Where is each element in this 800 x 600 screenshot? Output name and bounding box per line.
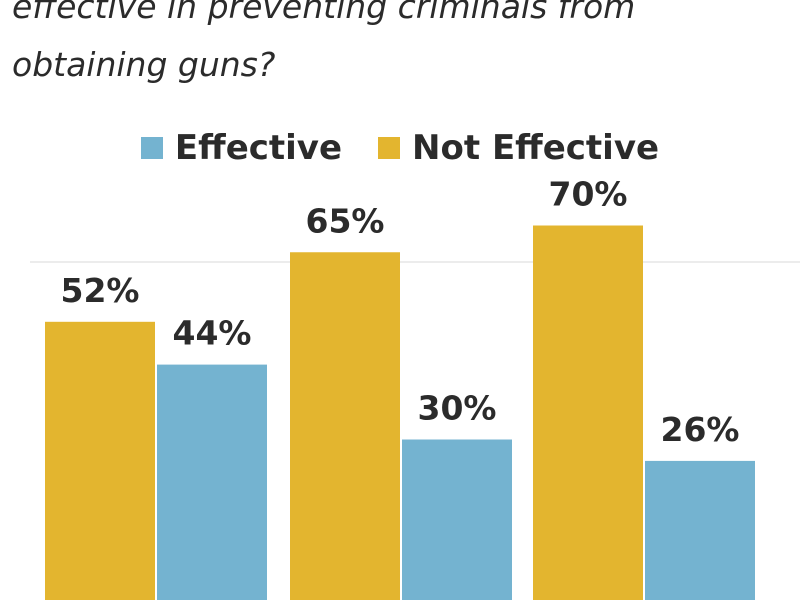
chart-legend: Effective Not Effective (0, 128, 800, 168)
legend-item-not-effective: Not Effective (378, 128, 659, 168)
data-label-not-effective-2: 65% (306, 201, 385, 240)
data-label-effective-3: 26% (661, 410, 740, 449)
data-label-effective-1: 44% (173, 314, 252, 353)
bar-effective-3 (645, 460, 755, 600)
legend-label-effective: Effective (174, 128, 343, 168)
legend-label-not-effective: Not Effective (412, 128, 660, 168)
data-label-not-effective-1: 52% (61, 271, 140, 310)
data-label-effective-2: 30% (418, 389, 497, 428)
bar-not-effective-3 (533, 225, 643, 600)
question-text: effective in preventing criminals from o… (12, 0, 636, 84)
legend-swatch-not-effective (378, 137, 401, 159)
legend-item-effective: Effective (140, 128, 343, 168)
bar-not-effective-2 (290, 252, 400, 600)
data-label-not-effective-3: 70% (549, 175, 628, 214)
bar-effective-1 (157, 364, 267, 600)
legend-swatch-effective (140, 137, 163, 159)
bar-effective-2 (402, 439, 512, 600)
bar-not-effective-1 (45, 321, 155, 600)
